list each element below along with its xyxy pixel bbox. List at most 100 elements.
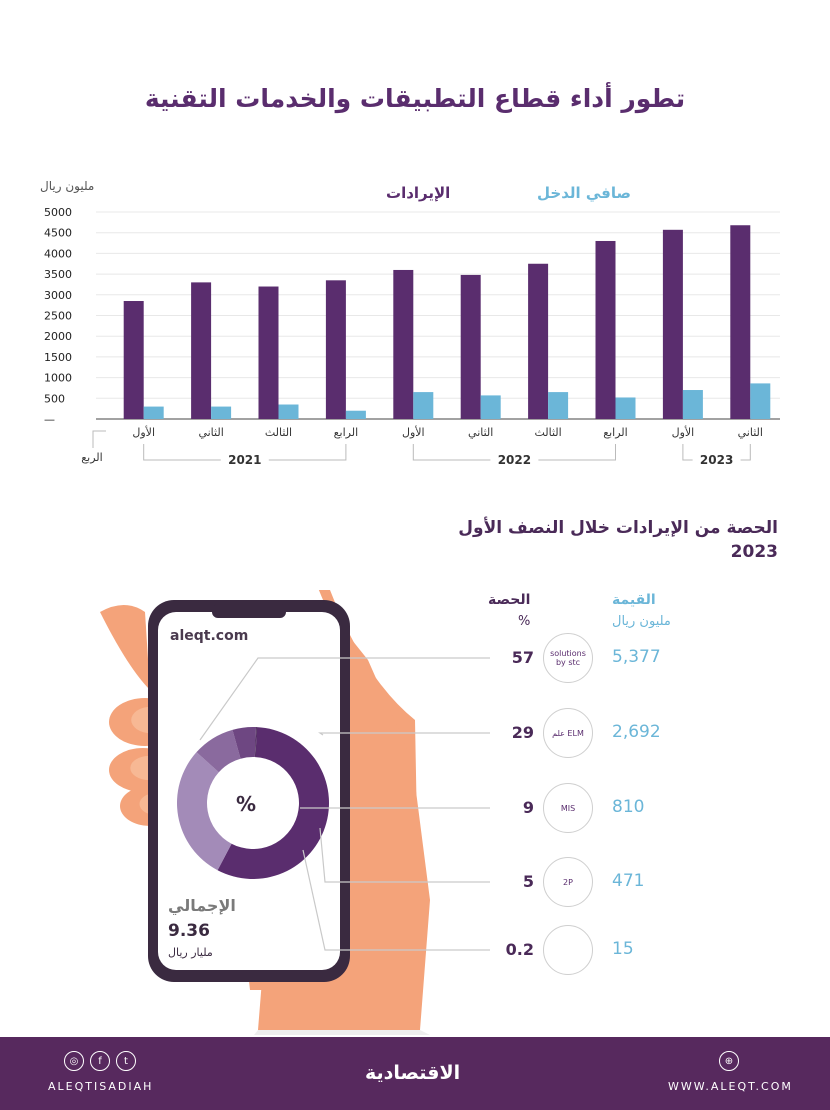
footer-website[interactable]: WWW.ALEQT.COM	[668, 1080, 793, 1093]
company-logo: 2P	[543, 857, 593, 907]
row-share: 57	[511, 648, 534, 667]
bar-net-income	[750, 383, 771, 419]
y-tick-label: 1500	[44, 351, 72, 364]
legend-revenue: الإيرادات	[386, 184, 450, 202]
bar-revenue	[191, 282, 212, 419]
x-tick-label: الثالث	[265, 426, 292, 439]
company-logo: MIS	[543, 783, 593, 833]
total-unit: مليار ريال	[168, 946, 213, 959]
twitter-icon[interactable]: t	[116, 1051, 136, 1071]
x-tick-label: الرابع	[603, 426, 627, 439]
row-value: 471	[612, 871, 645, 891]
x-axis-name: الربع	[81, 451, 102, 464]
y-tick-label: 3000	[44, 289, 72, 302]
phone-screen	[158, 612, 340, 970]
value-unit: مليون ريال	[612, 614, 671, 629]
y-tick-label: 1000	[44, 372, 72, 385]
bar-revenue	[123, 301, 144, 419]
total-label: الإجمالي	[168, 896, 236, 915]
phone-notch	[212, 604, 286, 618]
x-tick-label: الرابع	[334, 426, 358, 439]
bar-net-income	[211, 406, 232, 419]
year-label: 2022	[498, 453, 531, 467]
year-label: 2021	[228, 453, 261, 467]
bar-net-income	[548, 392, 569, 419]
donut-slice	[217, 727, 330, 879]
y-tick-label: 2500	[44, 310, 72, 323]
legend-net-income: صافي الدخل	[537, 184, 631, 202]
leader-line	[318, 732, 490, 736]
row-value: 810	[612, 797, 645, 817]
row-share: 5	[522, 872, 534, 891]
sleeve	[254, 1030, 430, 1035]
year-bracket	[143, 444, 347, 461]
x-tick-label: الثاني	[468, 426, 493, 439]
donut-slice	[232, 727, 257, 759]
row-share: 0.2	[505, 940, 534, 959]
bar-revenue	[730, 225, 751, 419]
facebook-icon[interactable]: f	[90, 1051, 110, 1071]
row-share: 9	[522, 798, 534, 817]
x-tick-label: الأول	[132, 425, 155, 439]
y-tick-label: 500	[44, 392, 65, 405]
chart-title: تطور أداء قطاع التطبيقات والخدمات التقني…	[144, 84, 686, 113]
share-unit: %	[518, 614, 531, 629]
footer	[0, 1037, 830, 1110]
y-tick-label: 2000	[44, 330, 72, 343]
bar-net-income	[143, 406, 164, 419]
bar-chart: مليون ريال 5000 4500 4000 3500 3000 2500 2000 15…	[40, 179, 780, 467]
instagram-icon[interactable]: ◎	[64, 1051, 84, 1071]
y-tick-label: 5000	[44, 206, 72, 219]
bar-revenue	[325, 280, 346, 419]
x-tick-label: الأول	[672, 425, 695, 439]
phone-illustration	[100, 590, 490, 1035]
bar-revenue	[595, 240, 616, 419]
quarter-bracket	[92, 430, 106, 448]
company-logo: علم ELM	[543, 708, 593, 758]
thumb	[100, 605, 150, 690]
bar-net-income	[278, 404, 299, 419]
row-value: 2,692	[612, 722, 661, 742]
x-tick-label: الثالث	[534, 426, 561, 439]
footer-handle[interactable]: ALEQTISADIAH	[48, 1080, 154, 1093]
donut-slice	[254, 727, 257, 758]
total-value: 9.36	[168, 921, 210, 941]
bar-net-income	[615, 397, 636, 419]
site-url: aleqt.com	[170, 628, 249, 644]
bar-net-income	[682, 390, 703, 419]
y-tick-label: 4000	[44, 247, 72, 260]
leader-line	[199, 657, 490, 741]
bar-net-income	[345, 410, 366, 419]
bar-revenue	[662, 229, 683, 419]
globe-icon[interactable]: ⊕	[719, 1051, 739, 1071]
company-logo: solutions by stc	[543, 633, 593, 683]
row-value: 5,377	[612, 647, 661, 667]
y-tick-label: 3500	[44, 268, 72, 281]
x-tick-label: الأول	[402, 425, 425, 439]
year-label: 2023	[700, 453, 733, 467]
bar-revenue	[528, 263, 549, 419]
value-header: القيمة	[612, 592, 656, 608]
donut-slice	[196, 729, 241, 773]
year-bracket	[412, 444, 616, 461]
row-share: 29	[511, 723, 534, 742]
company-logo	[543, 925, 593, 975]
bar-revenue	[258, 286, 279, 419]
x-tick-label: الثاني	[198, 426, 223, 439]
bar-revenue	[393, 269, 414, 419]
y-tick-label: —	[44, 413, 55, 426]
hand-back	[258, 640, 430, 1030]
donut-center-label: %	[236, 792, 257, 816]
y-axis-unit: مليون ريال	[40, 179, 94, 194]
donut-slice	[177, 752, 232, 871]
row-value: 15	[612, 939, 634, 959]
bar-revenue	[460, 274, 481, 419]
y-tick-label: 4500	[44, 227, 72, 240]
brand-logo: الاقتصادية	[365, 1062, 461, 1084]
leader-line	[302, 849, 490, 951]
share-section-title: الحصة من الإيرادات خلال النصف الأول 2023	[458, 518, 778, 562]
x-tick-label: الثاني	[738, 426, 763, 439]
leader-line	[319, 827, 490, 883]
year-bracket	[682, 444, 751, 461]
bar-net-income	[480, 395, 501, 419]
